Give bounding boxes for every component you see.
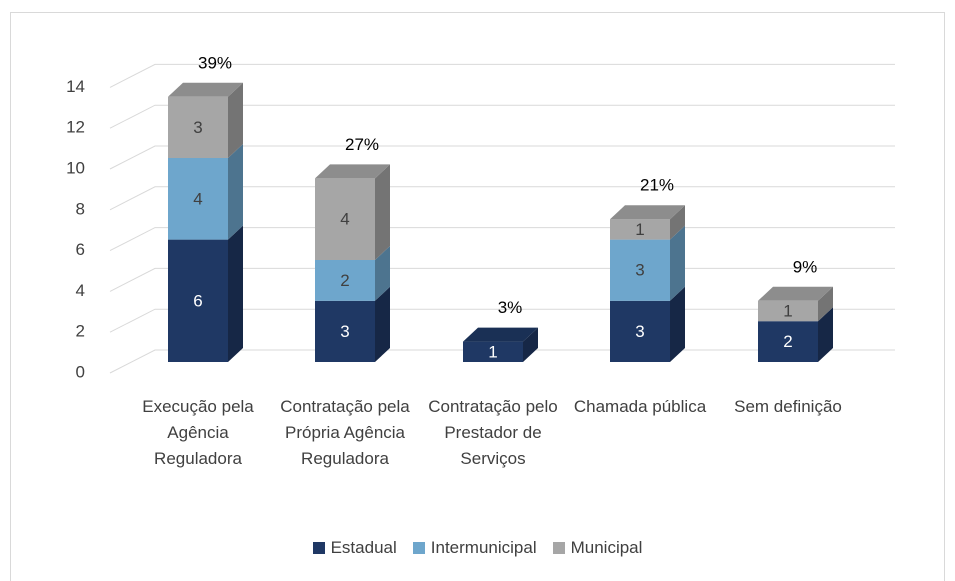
grid-line: [109, 145, 895, 170]
bar-segment: [610, 219, 670, 240]
segment-label: 3: [635, 322, 644, 341]
legend-item: Municipal: [552, 538, 643, 558]
grid-line: [109, 104, 895, 129]
bar-top: [610, 205, 685, 220]
segment-label: 3: [340, 322, 349, 341]
y-tick-label: 12: [66, 118, 85, 137]
bar-top: [315, 164, 390, 179]
segment-label: 4: [193, 189, 202, 208]
legend: Estadual Intermunicipal Municipal: [0, 538, 955, 558]
x-tick-label: Contratação pelo Prestador de Serviços: [428, 397, 558, 468]
bar-top: [758, 286, 833, 301]
bar-side: [670, 286, 685, 362]
segment-label: 4: [340, 210, 349, 229]
segment-label: 1: [635, 220, 644, 239]
bar-side: [228, 225, 243, 362]
legend-swatch: [552, 542, 565, 554]
segment-label: 3: [193, 118, 202, 137]
y-tick-label: 10: [66, 158, 85, 177]
total-label: 27%: [345, 135, 379, 154]
bar-segment: [463, 341, 523, 362]
bar-segment: [758, 300, 818, 322]
bar-segment: [315, 300, 375, 362]
bar-side: [375, 246, 390, 301]
segment-label: 6: [193, 291, 202, 310]
bar-segment: [758, 321, 818, 362]
segment-label: 1: [783, 301, 792, 320]
legend-swatch: [412, 542, 425, 554]
x-tick-label: Contratação pela Própria Agência Regulad…: [280, 397, 410, 468]
total-label: 3%: [498, 298, 523, 317]
bar-segment: [315, 178, 375, 260]
bar-segment: [610, 239, 670, 301]
segment-label: 2: [340, 271, 349, 290]
bar-side: [818, 307, 833, 362]
y-tick-label: 4: [76, 281, 85, 300]
legend-item: Intermunicipal: [412, 538, 537, 558]
bar-side: [818, 286, 833, 322]
bar-side: [670, 225, 685, 301]
total-label: 9%: [793, 257, 818, 276]
bar-side: [375, 286, 390, 362]
bar-side: [228, 82, 243, 158]
legend-label: Municipal: [570, 538, 643, 557]
grid-line: [109, 186, 895, 211]
segment-label: 1: [488, 342, 497, 361]
bar-side: [670, 205, 685, 240]
bar-segment: [168, 158, 228, 240]
bar-segment: [168, 96, 228, 158]
legend-label: Intermunicipal: [430, 538, 537, 557]
segment-label: 2: [783, 332, 792, 351]
legend-label: Estadual: [330, 538, 397, 557]
bar-side: [228, 144, 243, 240]
bar-segment: [315, 260, 375, 301]
y-tick-label: 2: [76, 322, 85, 341]
bar-segment: [168, 239, 228, 362]
y-tick-label: 6: [76, 240, 85, 259]
bar-top: [168, 82, 243, 97]
x-tick-label: Execução pela Agência Reguladora: [142, 397, 254, 468]
total-label: 39%: [198, 53, 232, 72]
x-tick-label: Sem definição: [734, 397, 842, 416]
legend-item: Estadual: [312, 538, 397, 558]
bar-segment: [610, 300, 670, 362]
grid-line: [109, 63, 895, 88]
y-tick-label: 8: [76, 199, 85, 218]
segment-label: 3: [635, 261, 644, 280]
x-tick-label: Chamada pública: [573, 397, 707, 416]
bar-top: [463, 327, 538, 342]
legend-swatch: [312, 542, 325, 554]
bar-side: [523, 327, 538, 362]
y-tick-label: 14: [66, 77, 85, 96]
total-label: 21%: [640, 176, 674, 195]
y-tick-label: 0: [76, 362, 85, 381]
chart-border: [10, 12, 945, 581]
bar-side: [375, 164, 390, 260]
